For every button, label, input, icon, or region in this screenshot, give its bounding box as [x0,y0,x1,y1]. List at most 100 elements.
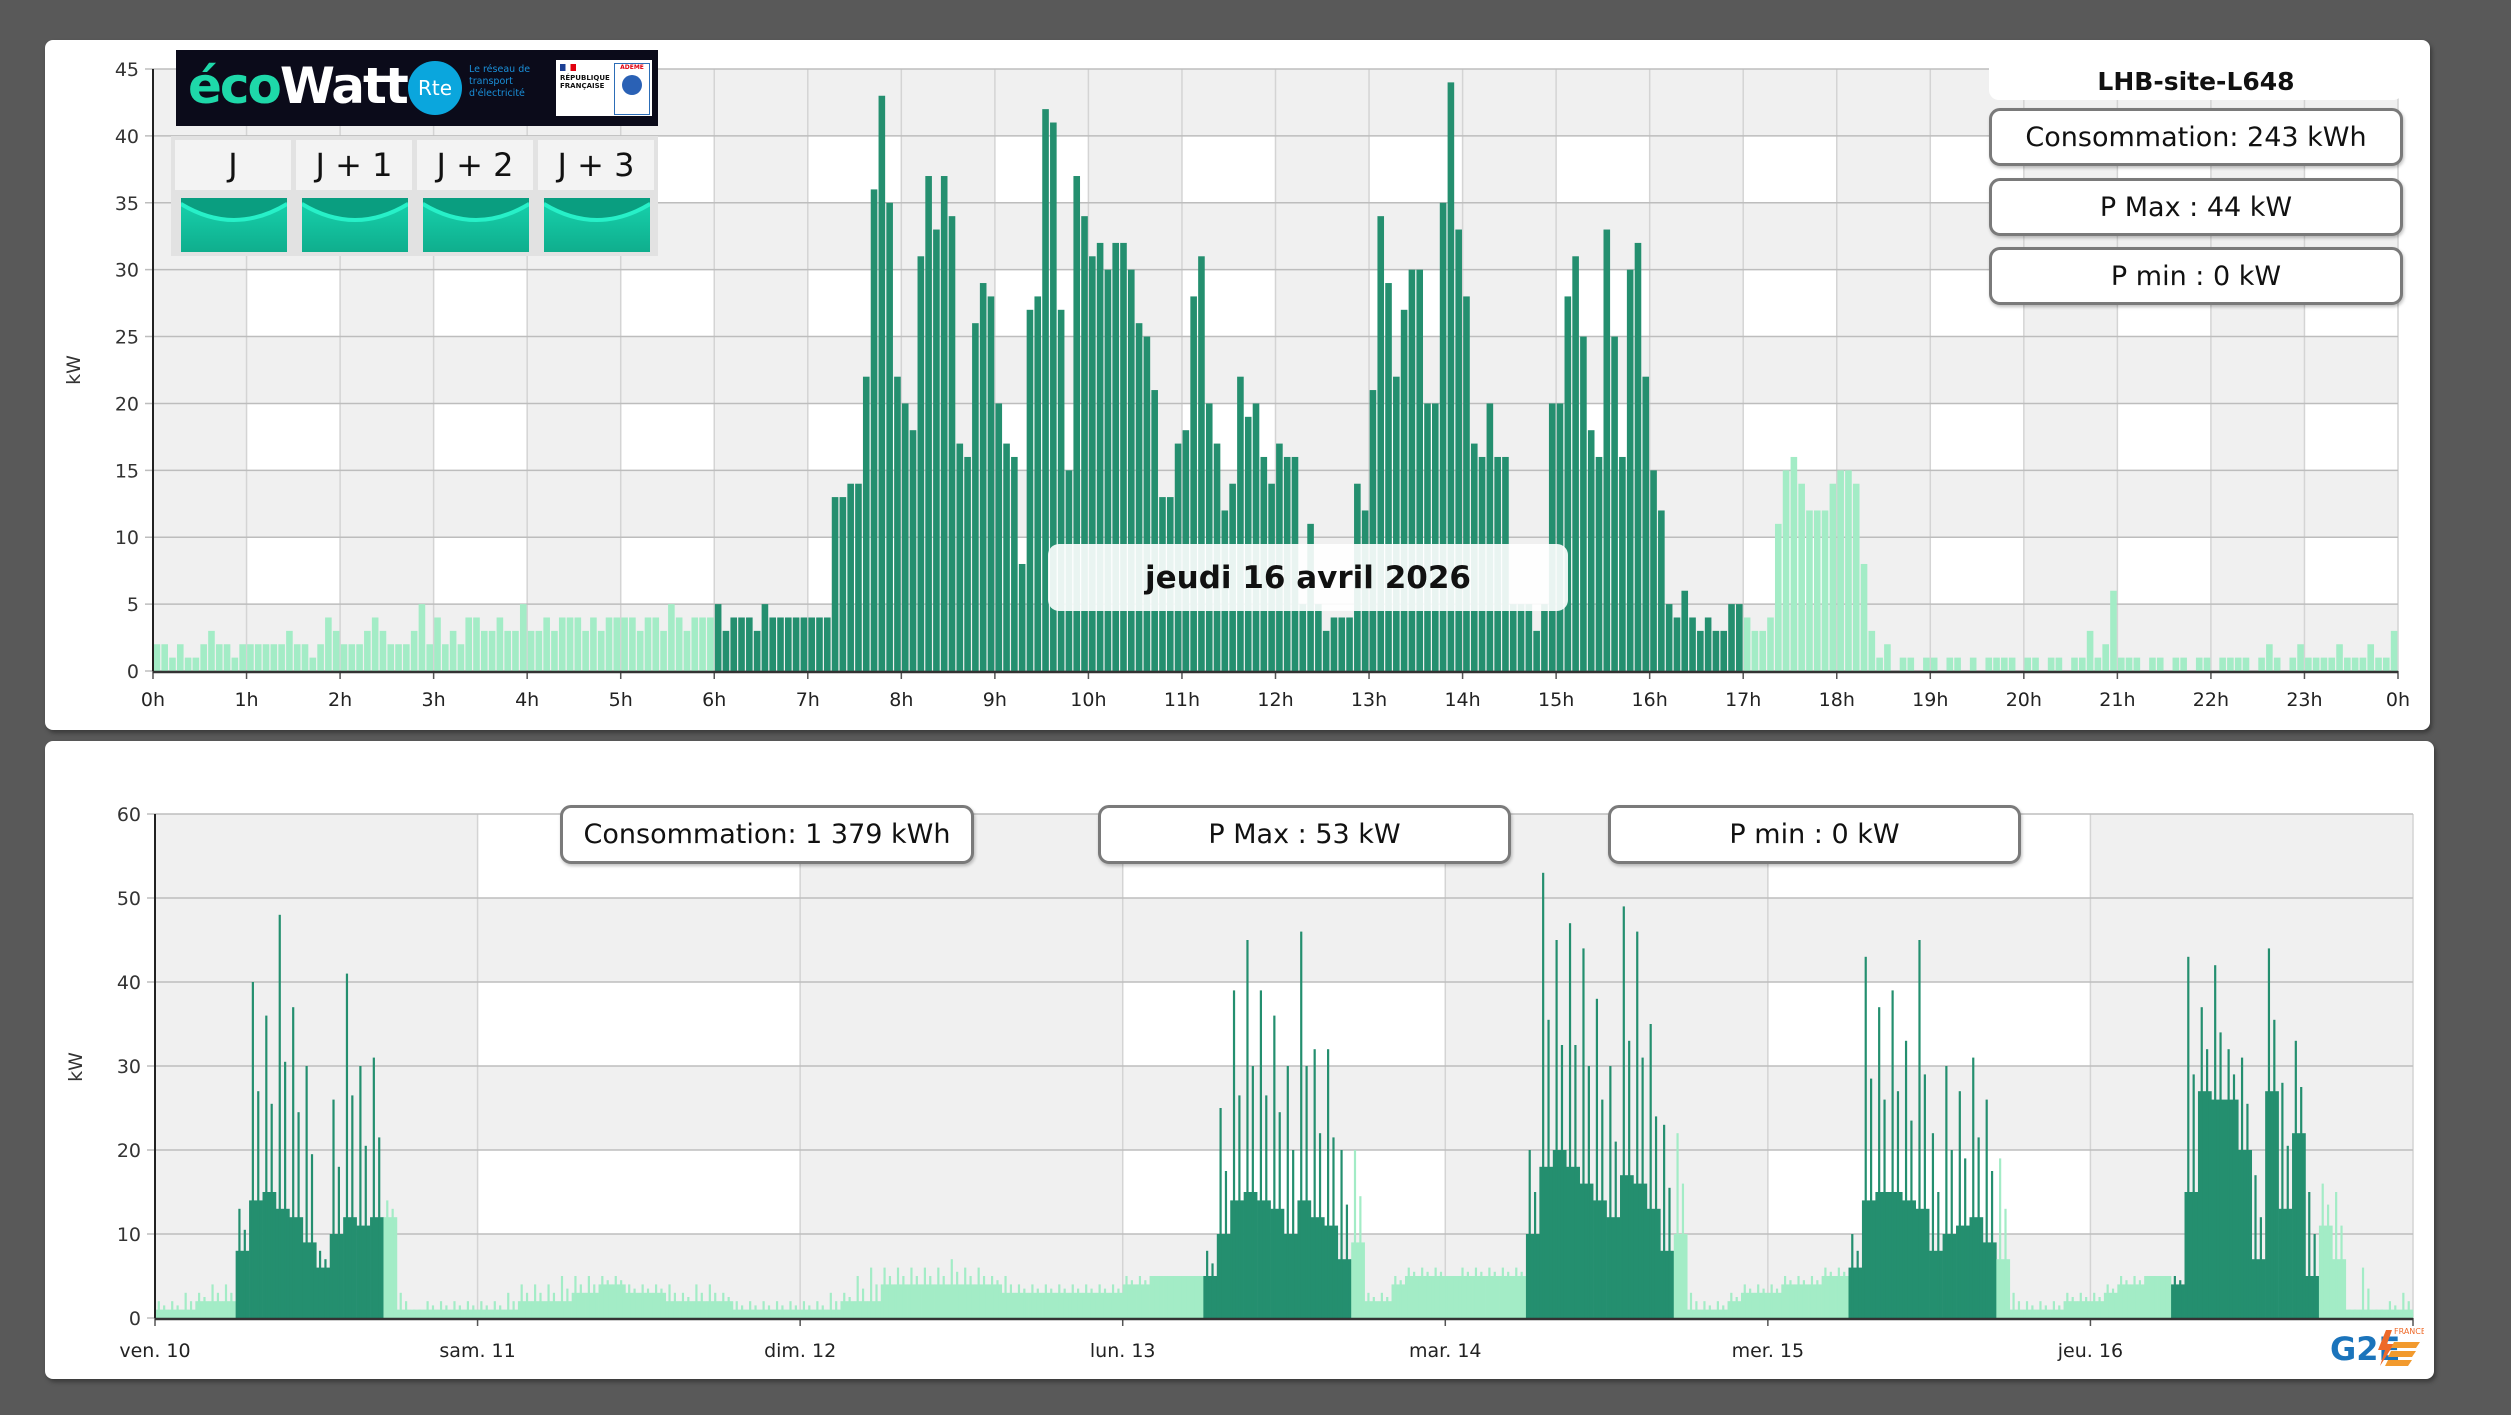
hourly-max-spike [332,1099,335,1318]
hourly-mid-spike [593,1284,596,1318]
forecast-day-j[interactable]: J [175,140,291,252]
power-bar [1369,390,1377,671]
plot-band [807,135,902,203]
hourly-average-bar [155,1309,169,1318]
hourly-average-bar [544,1301,559,1318]
hourly-mid-spike [485,1305,488,1318]
hourly-mid-spike [1036,1288,1039,1318]
power-bar [169,657,176,671]
power-bar [574,617,582,671]
hourly-average-bar [1767,1292,1782,1318]
hourly-mid-spike [2125,1280,2128,1318]
hourly-average-bar [2157,1276,2172,1318]
y-tick-label: 20 [115,393,139,415]
hourly-average-bar [1714,1309,1728,1318]
y-tick-label: 10 [117,1224,141,1246]
power-bar [1424,403,1431,671]
hourly-mid-spike [1238,1095,1241,1318]
hourly-max-spike [1972,1057,1975,1318]
power-bar [1299,604,1307,671]
hourly-mid-spike [2232,1074,2236,1318]
hourly-mid-spike [378,1137,381,1318]
forecast-day-j1[interactable]: J + 1 [296,140,412,252]
power-bar [1868,630,1876,671]
x-tick-label: 16h [1632,689,1668,711]
hourly-mid-spike [875,1284,878,1318]
hourly-mid-spike [1157,1276,1160,1318]
day-consumption-box: Consommation: 243 kWh [1989,108,2403,166]
hourly-max-spike [2119,1276,2123,1318]
plot-band [1743,537,1837,605]
power-bar [2156,657,2164,671]
power-bar [948,216,956,671]
ecowatt-banner[interactable]: écoWatt Rte Le réseau de transport d'éle… [176,50,658,126]
hourly-average-bar [2372,1309,2387,1318]
hourly-mid-spike [1977,1137,1980,1318]
power-bar [979,283,987,671]
hourly-average-bar [2184,1192,2199,1318]
hourly-max-spike [1689,1292,1693,1318]
hourly-average-bar [2036,1309,2051,1318]
hourly-max-spike [1904,1040,1908,1318]
hourly-max-spike [1528,1150,1531,1318]
hourly-mid-spike [525,1292,529,1318]
hourly-mid-spike [1278,1112,1281,1318]
power-bar [449,630,457,671]
power-bar [1611,336,1618,671]
hourly-max-spike [2052,1301,2055,1318]
power-bar [1845,470,1852,671]
power-bar [2266,644,2273,671]
power-bar [223,644,231,671]
power-bar [2359,657,2367,671]
hourly-mid-spike [1789,1280,1792,1318]
hourly-mid-spike [794,1305,797,1318]
hourly-mid-spike [2340,1225,2343,1318]
hourly-max-spike [950,1259,953,1318]
hourly-mid-spike [1574,1045,1577,1318]
hourly-average-bar [235,1250,250,1318]
plot-band [1556,269,1650,337]
power-bar [1681,590,1689,671]
forecast-day-j2[interactable]: J + 2 [417,140,533,252]
x-tick-label: 23h [2286,689,2322,711]
hourly-mid-spike [1883,1099,1886,1318]
power-bar [2320,657,2328,671]
hourly-mid-spike [1681,1183,1685,1318]
x-tick-label: 11h [1164,689,1200,711]
hourly-average-bar [2050,1309,2064,1318]
hourly-mid-spike [1547,1019,1550,1318]
hourly-mid-spike [902,1276,905,1318]
hourly-max-spike [560,1276,564,1318]
power-bar [870,189,878,671]
hourly-max-spike [2214,965,2217,1318]
hourly-max-spike [1058,1284,1061,1318]
power-bar [1244,416,1252,671]
hourly-mid-spike [1870,1078,1873,1318]
power-bar [2102,644,2109,671]
forecast-day-j3[interactable]: J + 3 [538,140,654,252]
power-bar [847,483,854,671]
power-bar [496,617,504,671]
power-bar [1884,644,1891,671]
hourly-mid-spike [1305,1066,1308,1318]
plot-band [1122,982,1446,1066]
hourly-average-bar [894,1284,908,1318]
hourly-mid-spike [2353,1309,2357,1318]
hourly-mid-spike [2394,1305,2397,1318]
hourly-max-spike [681,1292,685,1318]
hourly-mid-spike [243,1229,246,1318]
plot-band [1743,135,1837,203]
x-tick-label: 13h [1351,689,1387,711]
power-bar [2234,657,2242,671]
power-bar [862,376,870,671]
hourly-mid-spike [1063,1288,1066,1318]
hourly-mid-spike [351,1095,354,1318]
hourly-average-bar [1969,1217,1984,1318]
hourly-max-spike [1609,1066,1612,1318]
hourly-mid-spike [1735,1297,1738,1318]
hourly-average-bar [517,1301,532,1318]
hourly-max-spike [1851,1234,1854,1318]
hourly-mid-spike [741,1305,744,1318]
power-bar [504,630,511,671]
hourly-max-spike [1716,1301,1719,1318]
